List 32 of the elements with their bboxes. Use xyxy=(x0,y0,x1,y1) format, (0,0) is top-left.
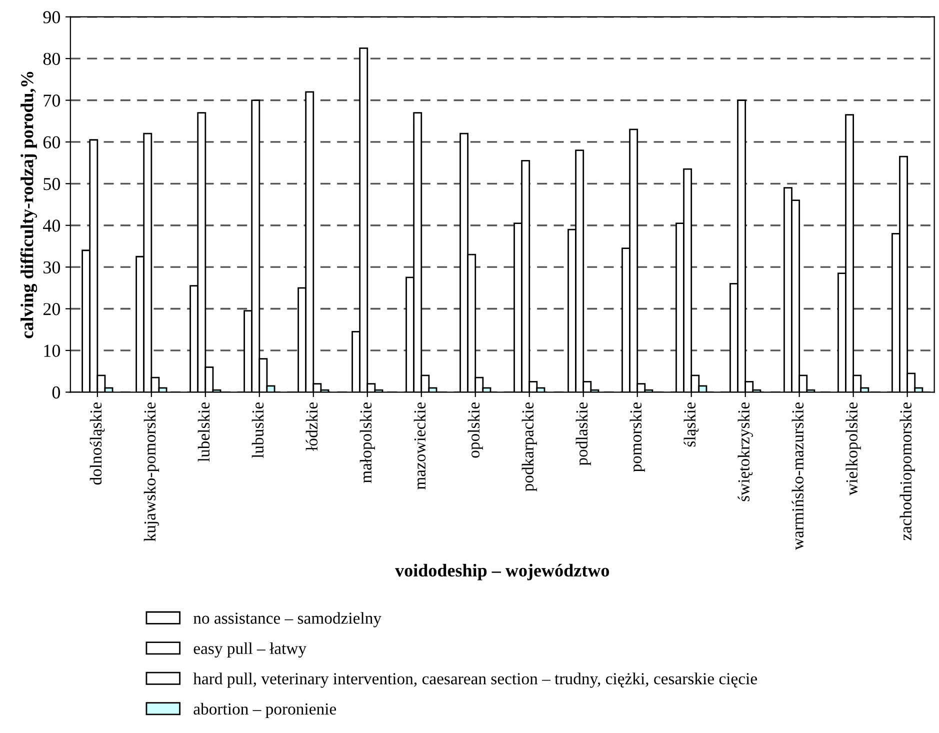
x-tick-label: małopolskie xyxy=(360,402,375,483)
x-tick-label: dolnośląskie xyxy=(90,402,105,485)
x-tick-label: wielkopolskie xyxy=(846,402,861,496)
y-tick-label: 40 xyxy=(43,220,60,232)
legend-label: easy pull – łatwy xyxy=(194,642,306,658)
x-tick-label: podlaskie xyxy=(576,402,591,466)
y-tick-label: 50 xyxy=(44,178,60,190)
legend-label: hard pull, veterinary intervention, caesarean section – trudny, ciężki, cesarskie cięcie xyxy=(193,672,757,688)
y-tick-label: 70 xyxy=(44,94,60,107)
y-tick-label: 60 xyxy=(43,136,60,148)
x-tick-label: warmińsko-mazurskie xyxy=(792,402,804,550)
x-tick-label: śląskie xyxy=(684,402,699,447)
y-tick-label: 80 xyxy=(43,52,60,65)
x-tick-label: zachodniopomorskie xyxy=(900,402,915,540)
y-tick-label: 0 xyxy=(52,386,60,399)
x-tick-label: lubuskie xyxy=(252,402,264,458)
y-tick-label: 30 xyxy=(44,261,60,274)
x-tick-label: mazowieckie xyxy=(414,402,426,490)
y-tick-label: 10 xyxy=(44,344,60,357)
x-tick-label: podkarpackie xyxy=(522,402,537,492)
x-tick-label: świętokrzyskie xyxy=(738,402,753,502)
legend-label: no assistance – samodzielny xyxy=(194,612,382,628)
y-axis-title: calving difficulty-rodzaj porodu,% xyxy=(20,72,38,338)
x-tick-label: łódzkie xyxy=(306,402,318,451)
y-tick-label: 90 xyxy=(43,11,60,24)
x-axis-title: voidodeship – województwo xyxy=(395,564,610,580)
x-tick-label: lubelskie xyxy=(198,402,210,462)
x-tick-label: kujawsko-pomorskie xyxy=(144,402,159,542)
y-tick-label: 20 xyxy=(43,303,60,316)
legend-label: abortion – poronienie xyxy=(194,702,336,718)
x-tick-label: opolskie xyxy=(468,402,483,458)
x-tick-label: pomorskie xyxy=(630,402,645,472)
